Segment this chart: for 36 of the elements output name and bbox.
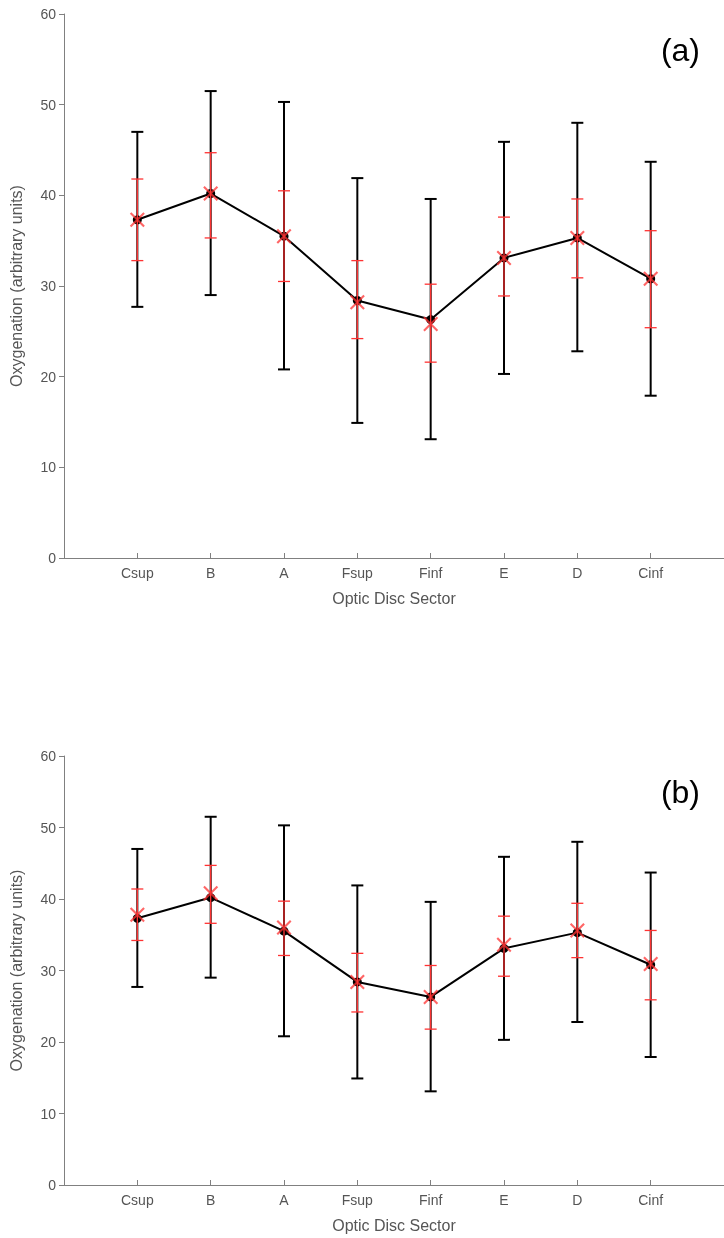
y-tick-label: 60 <box>40 748 57 764</box>
y-tick-label: 20 <box>40 1034 57 1050</box>
x-tick-label: D <box>572 1192 583 1208</box>
annotation: (a) <box>660 32 700 68</box>
x-tick-label: A <box>279 1192 290 1208</box>
y-tick-label: 0 <box>48 550 57 566</box>
x-tick-label: Fsup <box>341 565 374 581</box>
y-tick-label: 0 <box>48 1177 57 1193</box>
annotation: (b) <box>660 774 700 810</box>
y-tick-label: 30 <box>40 962 57 979</box>
y-tick-label: 10 <box>40 459 57 476</box>
x-tick-label: Csup <box>120 565 154 581</box>
y-tick-label: 50 <box>40 96 57 113</box>
x-tick-label: B <box>205 1192 216 1208</box>
x-axis-title: Optic Disc Sector <box>332 589 457 607</box>
y-tick-label: 40 <box>40 891 57 907</box>
y-tick-label: 30 <box>40 278 57 294</box>
y-tick-label: 50 <box>40 819 57 836</box>
x-tick-label: Cinf <box>638 565 664 581</box>
x-axis-title: Optic Disc Sector <box>332 1216 457 1234</box>
x-tick-label: Cinf <box>638 1192 664 1208</box>
x-tick-label: D <box>572 565 583 581</box>
y-tick-label: 20 <box>40 368 57 385</box>
x-tick-label: E <box>499 1192 509 1208</box>
x-tick-label: B <box>205 565 216 581</box>
x-tick-label: Finf <box>418 1192 443 1208</box>
y-tick-label: 40 <box>40 187 57 204</box>
x-tick-label: Fsup <box>341 1192 374 1208</box>
x-tick-label: Finf <box>418 565 443 581</box>
y-axis-title: Oxygenation (arbitrary units) <box>7 869 25 1072</box>
y-tick-label: 60 <box>40 6 57 22</box>
y-tick-label: 10 <box>40 1105 57 1122</box>
y-axis-title: Oxygenation (arbitrary units) <box>7 185 25 387</box>
x-tick-label: E <box>499 565 509 581</box>
x-tick-label: Csup <box>120 1192 154 1208</box>
x-tick-label: A <box>279 565 290 581</box>
